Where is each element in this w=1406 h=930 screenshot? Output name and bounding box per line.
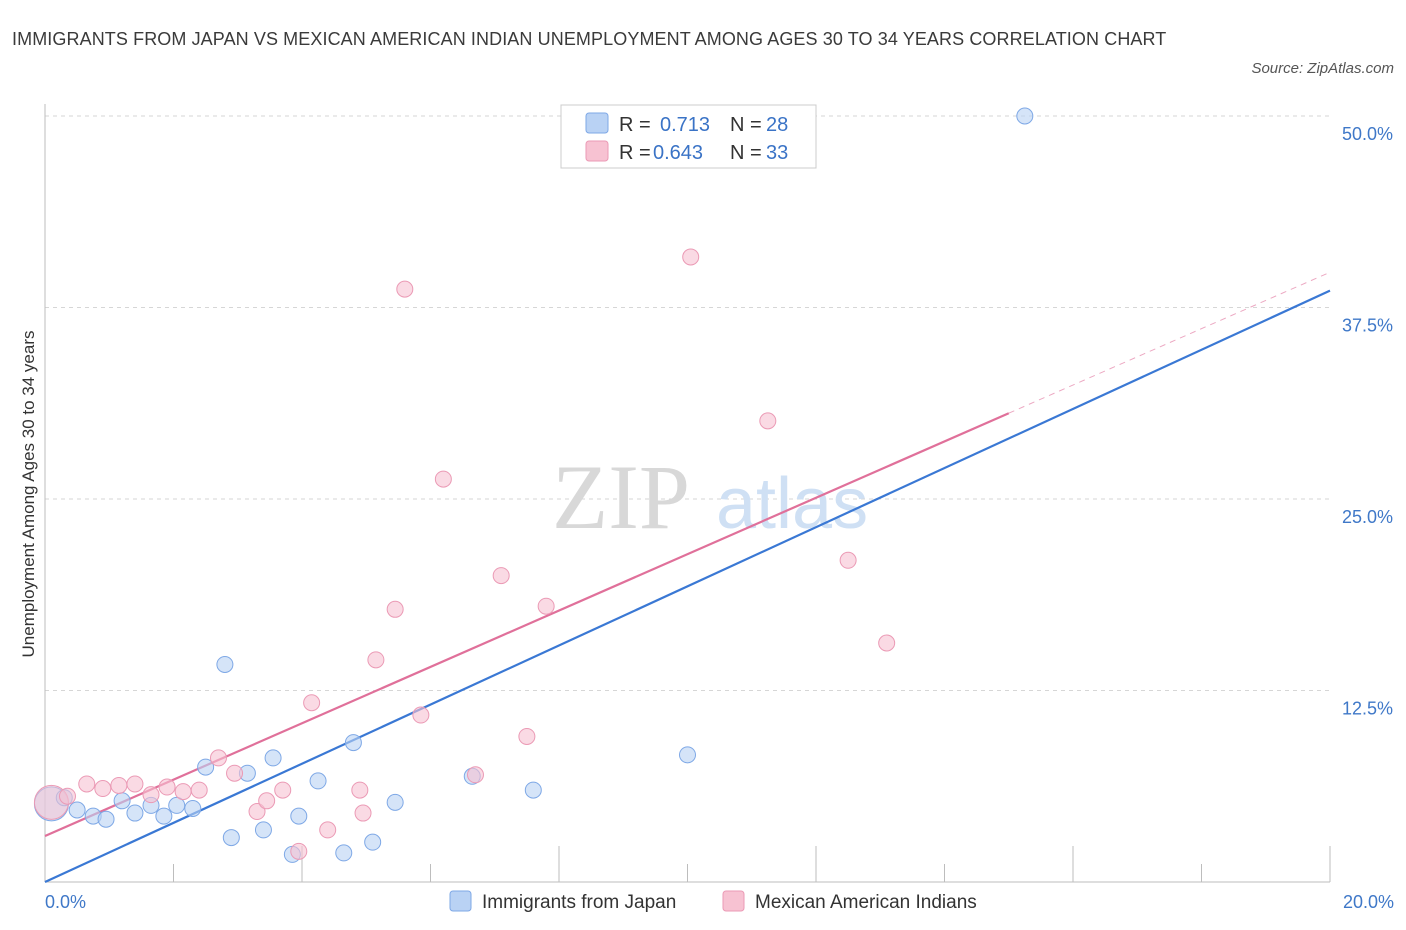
point-series-0-4 <box>97 810 115 828</box>
series-legend-label-japan: Immigrants from Japan <box>482 892 676 913</box>
legend-n-value-japan: 28 <box>766 114 788 136</box>
point-layer <box>33 107 1034 863</box>
x-tick-layer <box>173 846 1331 882</box>
point-series-1-16 <box>303 694 321 712</box>
point-series-0-5 <box>113 792 131 810</box>
chart-title: IMMIGRANTS FROM JAPAN VS MEXICAN AMERICA… <box>12 29 1167 49</box>
legend-box: R = 0.713 N = 28 R = 0.643 N = 33 <box>560 104 817 169</box>
legend-r-value-japan: 0.713 <box>660 114 710 136</box>
legend-r-value-mexican: 0.643 <box>653 142 703 164</box>
y-tick-label-1: 25.0% <box>1342 507 1393 527</box>
point-series-1-8 <box>174 783 192 801</box>
trend-line-series-1 <box>44 412 1010 838</box>
point-series-1-17 <box>319 821 337 839</box>
point-series-1-25 <box>466 766 484 784</box>
point-series-0-23 <box>386 793 404 811</box>
watermark: ZIP atlas <box>552 446 868 548</box>
legend-swatch-mexican <box>585 140 609 162</box>
trend-layer <box>44 271 1331 883</box>
grid-layer <box>45 115 1330 691</box>
point-series-1-29 <box>682 248 700 266</box>
point-series-0-12 <box>216 655 234 673</box>
point-series-1-30 <box>759 412 777 430</box>
legend-r-label-japan: R = <box>619 114 651 136</box>
point-series-1-15 <box>290 842 308 860</box>
point-series-1-2 <box>78 775 96 793</box>
point-series-1-18 <box>351 781 369 799</box>
point-series-0-11 <box>197 758 215 776</box>
point-series-0-18 <box>290 807 308 825</box>
point-series-1-31 <box>839 551 857 569</box>
point-series-0-10 <box>184 799 202 817</box>
point-series-1-28 <box>537 597 555 615</box>
point-series-1-11 <box>226 764 244 782</box>
source-label: Source: ZipAtlas.com <box>1251 60 1394 77</box>
point-series-1-9 <box>190 781 208 799</box>
point-series-0-6 <box>126 804 144 822</box>
series-legend-swatch-japan <box>449 890 472 912</box>
legend-n-label-mexican: N = <box>730 142 762 164</box>
watermark-zip: ZIP <box>552 446 690 548</box>
point-series-1-7 <box>158 778 176 796</box>
point-series-0-19 <box>309 772 327 790</box>
point-series-1-22 <box>386 600 404 618</box>
point-series-0-26 <box>679 746 696 764</box>
point-series-0-20 <box>335 844 353 862</box>
point-series-1-23 <box>412 706 430 724</box>
point-series-1-19 <box>354 804 372 822</box>
y-tick-label-2: 37.5% <box>1342 316 1393 336</box>
legend-r-label-mexican: R = <box>619 142 651 164</box>
x-tick-label-max: 20.0% <box>1343 892 1394 912</box>
point-series-0-9 <box>168 796 186 814</box>
point-series-0-16 <box>264 749 282 767</box>
series-legend-swatch-mexican <box>722 890 745 912</box>
point-series-1-1 <box>58 787 76 805</box>
point-series-1-20 <box>367 651 385 669</box>
legend-swatch-japan <box>585 112 609 134</box>
series-legend-label-mexican: Mexican American Indians <box>755 892 977 913</box>
point-series-1-32 <box>878 634 896 652</box>
legend-n-value-mexican: 33 <box>766 142 788 164</box>
point-series-0-15 <box>254 821 272 839</box>
point-series-0-25 <box>524 781 542 799</box>
point-series-1-3 <box>94 780 112 798</box>
point-series-0-27 <box>1016 107 1034 125</box>
y-axis-title: Unemployment Among Ages 30 to 34 years <box>19 331 38 658</box>
point-series-1-24 <box>434 470 452 488</box>
legend-n-label-japan: N = <box>730 114 762 136</box>
trend-line-series-0 <box>44 289 1331 883</box>
point-series-1-6 <box>142 786 160 804</box>
point-series-0-21 <box>344 734 362 752</box>
point-series-1-10 <box>209 749 227 767</box>
point-series-1-12 <box>248 803 266 821</box>
point-series-1-27 <box>518 727 536 745</box>
x-tick-label-min: 0.0% <box>45 892 86 912</box>
point-series-1-13 <box>258 792 276 810</box>
point-series-0-13 <box>222 829 240 847</box>
point-series-0-2 <box>68 801 86 819</box>
point-series-0-22 <box>364 833 382 851</box>
y-tick-label-3: 50.0% <box>1342 124 1393 144</box>
point-series-1-5 <box>126 775 144 793</box>
point-series-0-8 <box>155 807 173 825</box>
point-series-1-14 <box>274 781 292 799</box>
trend-extension-series-1 <box>1008 271 1331 414</box>
point-series-1-21 <box>396 280 414 298</box>
y-label-layer: 12.5% 25.0% 37.5% 50.0% <box>1342 124 1393 719</box>
series-legend: Immigrants from Japan Mexican American I… <box>449 890 977 913</box>
y-tick-label-0: 12.5% <box>1342 699 1393 719</box>
point-series-1-4 <box>110 776 128 794</box>
point-series-1-26 <box>492 567 510 585</box>
